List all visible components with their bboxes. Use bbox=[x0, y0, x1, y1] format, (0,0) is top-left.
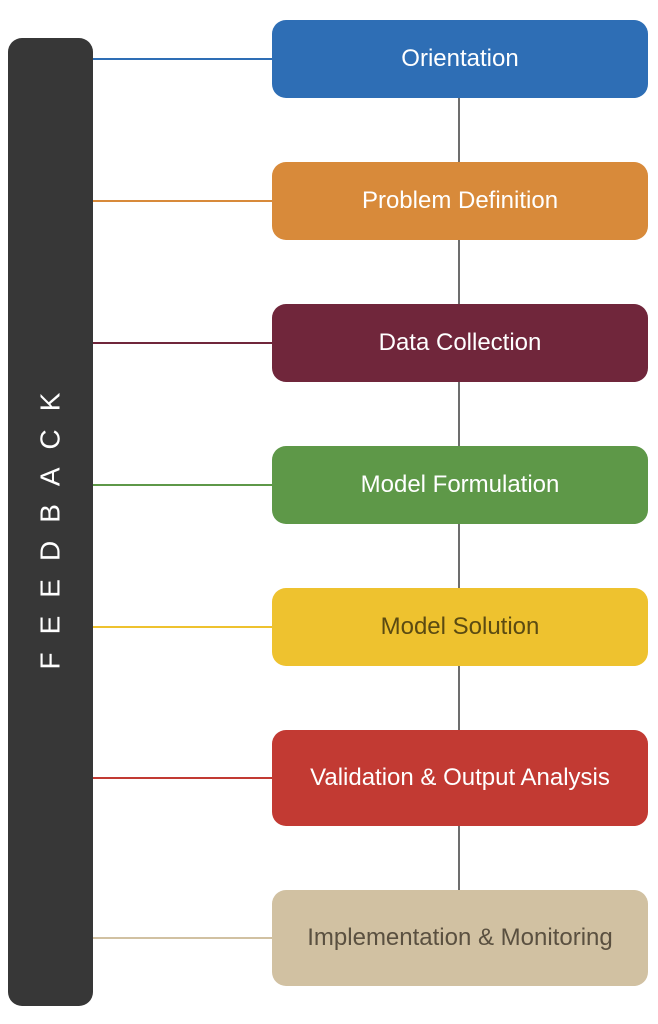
feedback-connector-orientation bbox=[93, 58, 272, 60]
feedback-label: FEEDBACK bbox=[35, 375, 67, 670]
feedback-connector-model-formulation bbox=[93, 484, 272, 486]
flow-connector-model-solution-to-validation bbox=[458, 666, 460, 730]
stage-label: Model Solution bbox=[381, 612, 540, 642]
stage-model-solution: Model Solution bbox=[272, 588, 648, 666]
stage-label: Model Formulation bbox=[361, 470, 560, 500]
feedback-connector-model-solution bbox=[93, 626, 272, 628]
flow-connector-orientation-to-problem-definition bbox=[458, 98, 460, 162]
diagram-canvas: FEEDBACK Orientation Problem Definition Da… bbox=[0, 0, 658, 1024]
feedback-connector-validation bbox=[93, 777, 272, 779]
stage-label: Problem Definition bbox=[362, 186, 558, 216]
stage-data-collection: Data Collection bbox=[272, 304, 648, 382]
stage-label: Implementation & Monitoring bbox=[307, 923, 612, 953]
stage-model-formulation: Model Formulation bbox=[272, 446, 648, 524]
flow-connector-validation-to-implementation bbox=[458, 826, 460, 890]
stage-validation: Validation & Output Analysis bbox=[272, 730, 648, 826]
flow-connector-data-collection-to-model-formulation bbox=[458, 382, 460, 446]
feedback-connector-problem-definition bbox=[93, 200, 272, 202]
flow-connector-model-formulation-to-model-solution bbox=[458, 524, 460, 588]
feedback-bar: FEEDBACK bbox=[8, 38, 93, 1006]
flow-connector-problem-definition-to-data-collection bbox=[458, 240, 460, 304]
feedback-connector-implementation bbox=[93, 937, 272, 939]
stage-label: Orientation bbox=[401, 44, 518, 74]
stage-orientation: Orientation bbox=[272, 20, 648, 98]
stage-label: Validation & Output Analysis bbox=[310, 763, 610, 793]
stage-label: Data Collection bbox=[379, 328, 542, 358]
feedback-connector-data-collection bbox=[93, 342, 272, 344]
stage-problem-definition: Problem Definition bbox=[272, 162, 648, 240]
stage-implementation: Implementation & Monitoring bbox=[272, 890, 648, 986]
